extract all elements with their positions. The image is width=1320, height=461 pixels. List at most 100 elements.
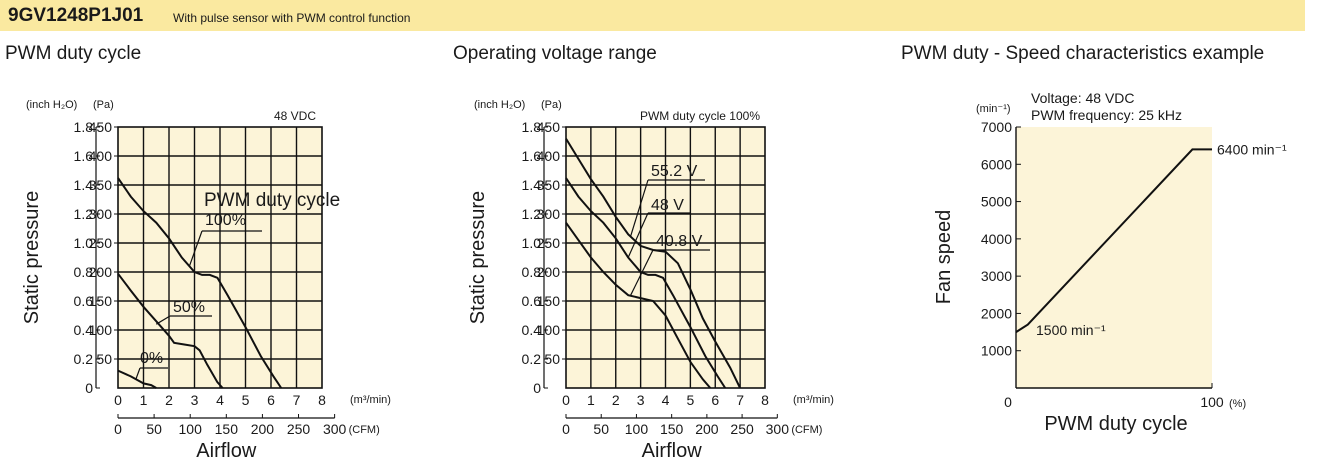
x-axis-label: PWM duty cycle: [1044, 413, 1187, 435]
chart-annotation: Voltage: 48 VDC: [1031, 90, 1135, 106]
y-tick-label-inch: 0.6: [74, 293, 94, 309]
x-tick-label-m3min: 6: [267, 392, 275, 408]
model-subtitle: With pulse sensor with PWM control funct…: [173, 11, 411, 25]
y-tick-label-inch: 0.6: [522, 293, 542, 309]
series-line: [117, 273, 224, 389]
x-tick-label-cfm: 250: [730, 421, 754, 437]
x-axis-label: Airflow: [642, 440, 703, 461]
y-tick-label-pa: 50: [96, 351, 112, 367]
x-tick-label-cfm: 50: [146, 421, 162, 437]
plot-frame: [117, 126, 323, 389]
y-tick-label-pa: 150: [537, 293, 561, 309]
chart3-title: PWM duty - Speed characteristics example: [901, 43, 1265, 64]
y-tick-label-pa: 350: [537, 177, 561, 193]
series-line: [117, 177, 283, 389]
y-tick-label-inch: 1.0: [522, 235, 542, 251]
series-label-55v: 55.2 V: [651, 163, 698, 180]
x-unit-m3min: (m³/min): [793, 394, 834, 406]
y-unit-inch: (inch H₂O): [474, 99, 525, 111]
x-tick-label-cfm: 50: [593, 421, 609, 437]
y-tick-label: 1000: [981, 343, 1012, 359]
x-tick-label-m3min: 5: [686, 392, 694, 408]
x-unit-cfm: (CFM): [349, 424, 380, 436]
y-tick-label: 2000: [981, 305, 1012, 321]
leader-55v: [630, 179, 649, 237]
point-label-min: 1500 min⁻¹: [1036, 322, 1106, 338]
series-label-0: 0%: [140, 350, 163, 367]
x-tick-label-m3min: 2: [165, 392, 173, 408]
y-tick-label-inch: 1.4: [74, 177, 94, 193]
series-line: [1015, 148, 1212, 333]
y-tick-label-pa: 250: [89, 235, 113, 251]
x-tick-label-m3min: 7: [293, 392, 301, 408]
y-tick-label-inch: 1.8: [74, 119, 94, 135]
y-axis-label: Static pressure: [21, 191, 43, 324]
x-axis-label: Airflow: [196, 440, 257, 461]
x-tick-label-m3min: 0: [114, 392, 122, 408]
leader-40v: [630, 249, 654, 296]
series-label-48v: 48 V: [651, 197, 684, 214]
y-tick-label-inch: 0.8: [522, 264, 542, 280]
y-tick-label-inch: 1.6: [522, 148, 542, 164]
x-tick-label-m3min: 8: [318, 392, 326, 408]
y-tick-label-inch: 0.2: [74, 351, 94, 367]
y-tick-label: 4000: [981, 231, 1012, 247]
x-tick-label-cfm: 250: [287, 421, 311, 437]
x-tick-label-m3min: 3: [191, 392, 199, 408]
x-tick-label-m3min: 6: [711, 392, 719, 408]
x-tick-label-cfm: 150: [660, 421, 684, 437]
y-tick-label-pa: 100: [89, 322, 113, 338]
x-tick-label-m3min: 1: [140, 392, 148, 408]
series-label-50: 50%: [173, 299, 205, 316]
x-tick-label-m3min: 5: [242, 392, 250, 408]
y-tick-label: 5000: [981, 194, 1012, 210]
chart1-title: PWM duty cycle: [5, 43, 142, 64]
x-tick-label: 100: [1200, 394, 1224, 410]
chart-annotation: 48 VDC: [274, 109, 316, 123]
y-tick-label-inch: 0.4: [74, 322, 94, 338]
y-tick-label-pa: 150: [89, 293, 113, 309]
y-tick-label-inch: 1.2: [74, 206, 94, 222]
y-unit-pa: (Pa): [541, 99, 562, 111]
plot-frame: [565, 126, 766, 389]
y-axis-label: Static pressure: [467, 191, 489, 324]
series-line: [565, 177, 727, 389]
y-tick-label: 6000: [981, 156, 1012, 172]
leader-100: [188, 230, 203, 267]
y-tick-label-pa: 400: [89, 148, 113, 164]
x-tick-label-m3min: 2: [612, 392, 620, 408]
model-number: 9GV1248P1J01: [8, 5, 144, 26]
x-unit-m3min: (m³/min): [350, 394, 391, 406]
y-tick-label-inch: 0: [533, 380, 541, 396]
x-tick-label-m3min: 0: [562, 392, 570, 408]
header-banner: 9GV1248P1J01 With pulse sensor with PWM …: [0, 0, 1305, 31]
y-tick-label: 3000: [981, 268, 1012, 284]
x-tick-label-m3min: 8: [761, 392, 769, 408]
chart-annotation: PWM frequency: 25 kHz: [1031, 107, 1182, 123]
y-axis-label: Fan speed: [933, 210, 955, 305]
x-tick-label-cfm: 100: [179, 421, 203, 437]
x-tick-label-cfm: 0: [114, 421, 122, 437]
y-tick-label: 7000: [981, 119, 1012, 135]
point-label-max: 6400 min⁻¹: [1217, 141, 1287, 157]
x-tick-label: 0: [1004, 394, 1012, 410]
y-unit-inch: (inch H₂O): [26, 99, 77, 111]
series-line: [117, 369, 157, 389]
series-line: [565, 222, 712, 389]
y-tick-label-inch: 1.0: [74, 235, 94, 251]
x-tick-label-cfm: 300: [766, 421, 790, 437]
y-unit: (min⁻¹): [976, 103, 1011, 115]
x-unit: (%): [1229, 398, 1246, 410]
y-tick-label-pa: 250: [537, 235, 561, 251]
y-tick-label-inch: 0: [85, 380, 93, 396]
x-tick-label-m3min: 4: [216, 392, 224, 408]
y-tick-label-pa: 450: [537, 119, 561, 135]
x-tick-label-m3min: 4: [662, 392, 670, 408]
x-tick-label-m3min: 7: [736, 392, 744, 408]
leader-0: [135, 367, 141, 380]
y-tick-label-pa: 200: [89, 264, 113, 280]
y-tick-label-pa: 100: [537, 322, 561, 338]
